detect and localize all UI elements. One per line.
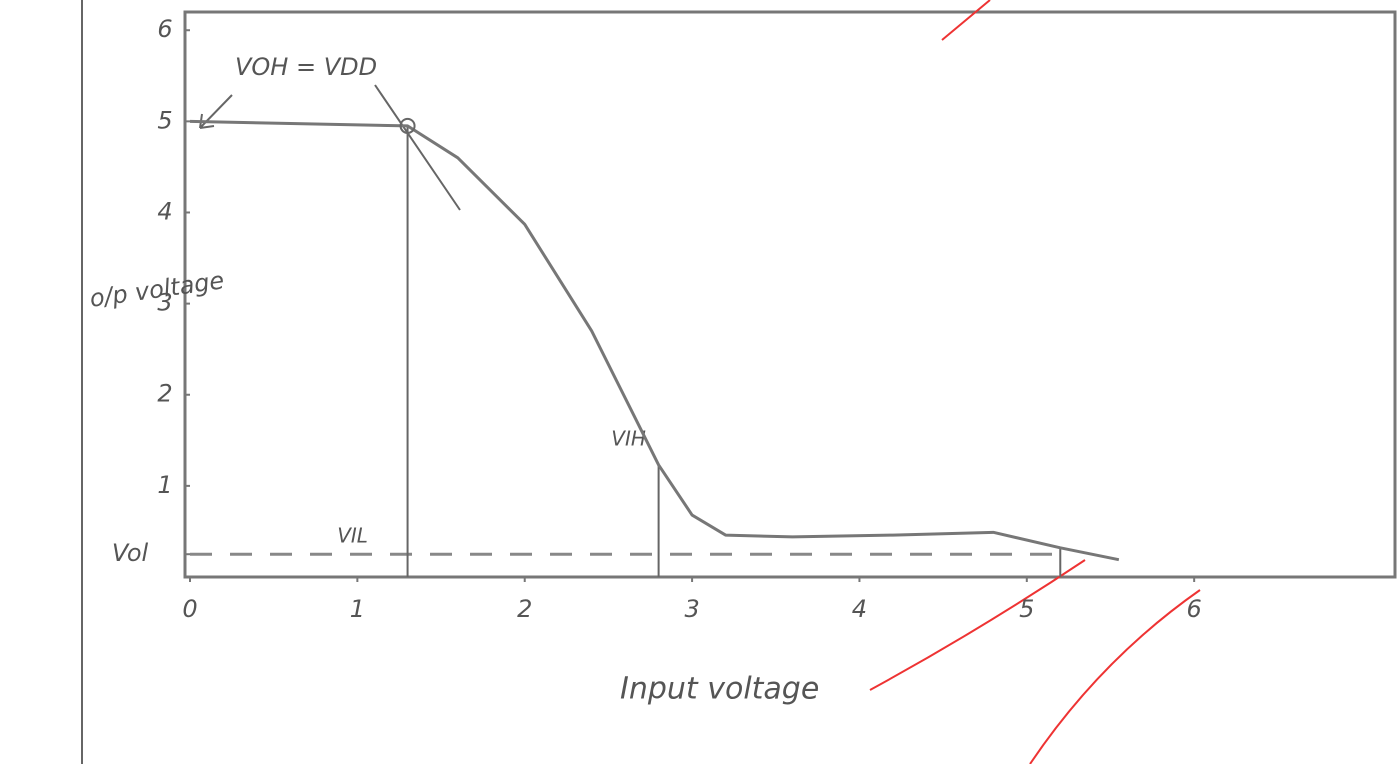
y-tick-label: 3 (157, 289, 172, 317)
plot-frame (183, 10, 1397, 579)
x-tick-label: 0 (182, 595, 197, 623)
point-marker (399, 117, 416, 134)
x-tick-label: 5 (1019, 595, 1034, 623)
pen-mark (869, 0, 1201, 764)
y-tick-label: Vol (112, 539, 149, 567)
y-tick-label: 2 (157, 380, 172, 408)
x-tick-label: 3 (684, 595, 699, 623)
x-tick-label: 6 (1187, 595, 1202, 623)
annotation: VOH = VDD (235, 53, 377, 81)
x-tick-label: 4 (852, 595, 867, 623)
x-axis-label: Input voltage (620, 672, 819, 707)
y-tick-label: 4 (157, 197, 172, 225)
curve (189, 119, 1120, 562)
guide-label: VIL (337, 524, 368, 548)
y-tick-label: 6 (157, 15, 172, 43)
annotation-arrow (199, 84, 461, 211)
x-tick-label: 1 (350, 595, 365, 623)
x-tick-label: 2 (517, 595, 532, 623)
y-tick-label: 5 (157, 106, 172, 134)
y-tick-label: 1 (157, 471, 172, 499)
